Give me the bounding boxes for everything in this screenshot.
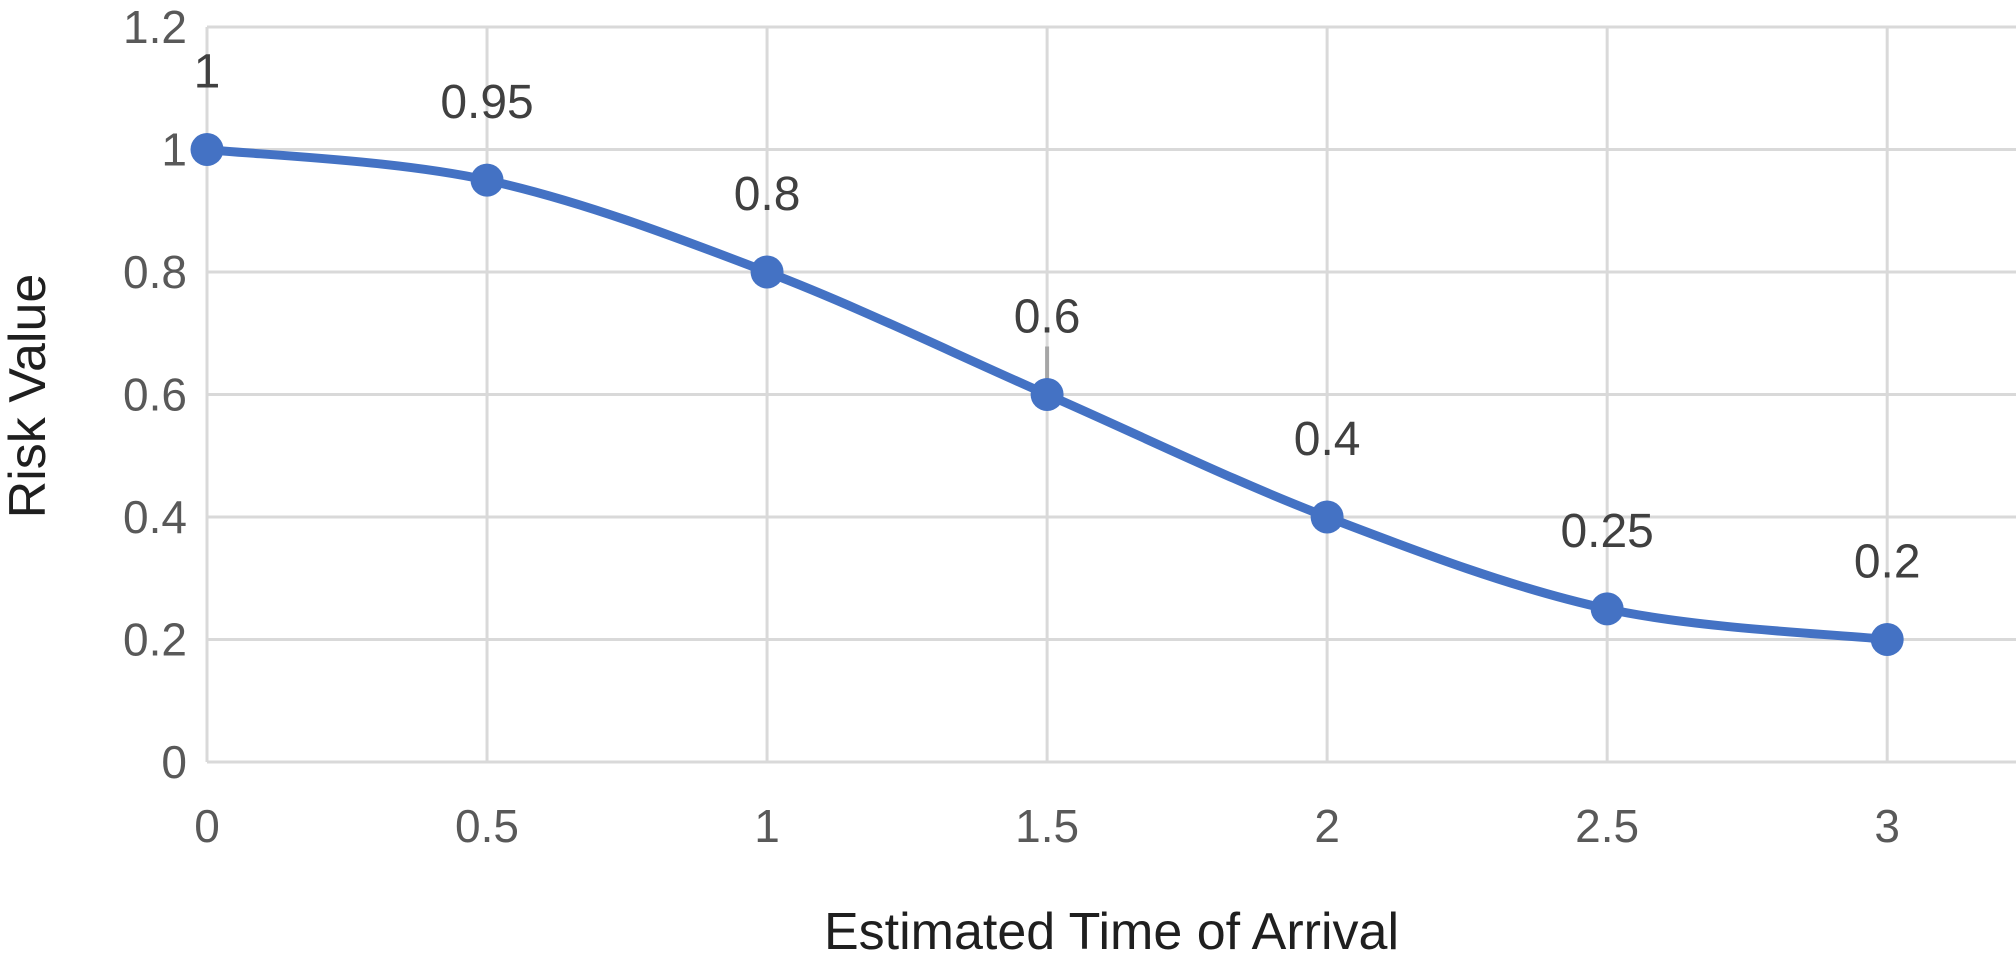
x-axis-tick-label: 0.5	[455, 800, 519, 852]
x-axis-tick-label: 2.5	[1575, 800, 1639, 852]
data-point-marker	[190, 133, 224, 166]
data-point-marker	[1310, 500, 1344, 534]
data-point-label: 0.95	[440, 76, 533, 129]
data-point-label: 0.4	[1294, 413, 1361, 466]
x-axis-tick-label: 0	[194, 800, 220, 852]
x-axis-title: Estimated Time of Arrival	[823, 903, 1400, 961]
y-axis-tick-label: 0.2	[123, 614, 187, 666]
x-axis-tick-label: 3	[1874, 800, 1900, 852]
x-axis-tick-label: 1	[754, 800, 780, 852]
data-point-label: 0.8	[734, 168, 801, 221]
data-point-marker	[750, 255, 784, 289]
data-point-label: 0.2	[1854, 536, 1921, 589]
y-axis-tick-label: 0	[161, 736, 187, 788]
data-point-marker	[1590, 592, 1624, 626]
y-axis-tick-label: 0.6	[123, 369, 187, 421]
y-axis-tick-label: 0.8	[123, 246, 187, 298]
data-point-label: 1	[194, 46, 221, 99]
y-axis-tick-label: 0.4	[123, 491, 187, 543]
data-point-label: 0.25	[1560, 505, 1653, 558]
y-axis-tick-label: 1.2	[123, 1, 187, 53]
data-point-label: 0.6	[1014, 291, 1081, 344]
x-axis-tick-label: 2	[1314, 800, 1340, 852]
x-axis-tick-label: 1.5	[1015, 800, 1079, 852]
data-point-marker	[1030, 378, 1064, 411]
y-axis-title: Risk Value	[0, 273, 57, 519]
y-axis-tick-label: 1	[161, 124, 187, 176]
data-point-marker	[1870, 623, 1904, 656]
data-point-marker	[470, 163, 504, 197]
